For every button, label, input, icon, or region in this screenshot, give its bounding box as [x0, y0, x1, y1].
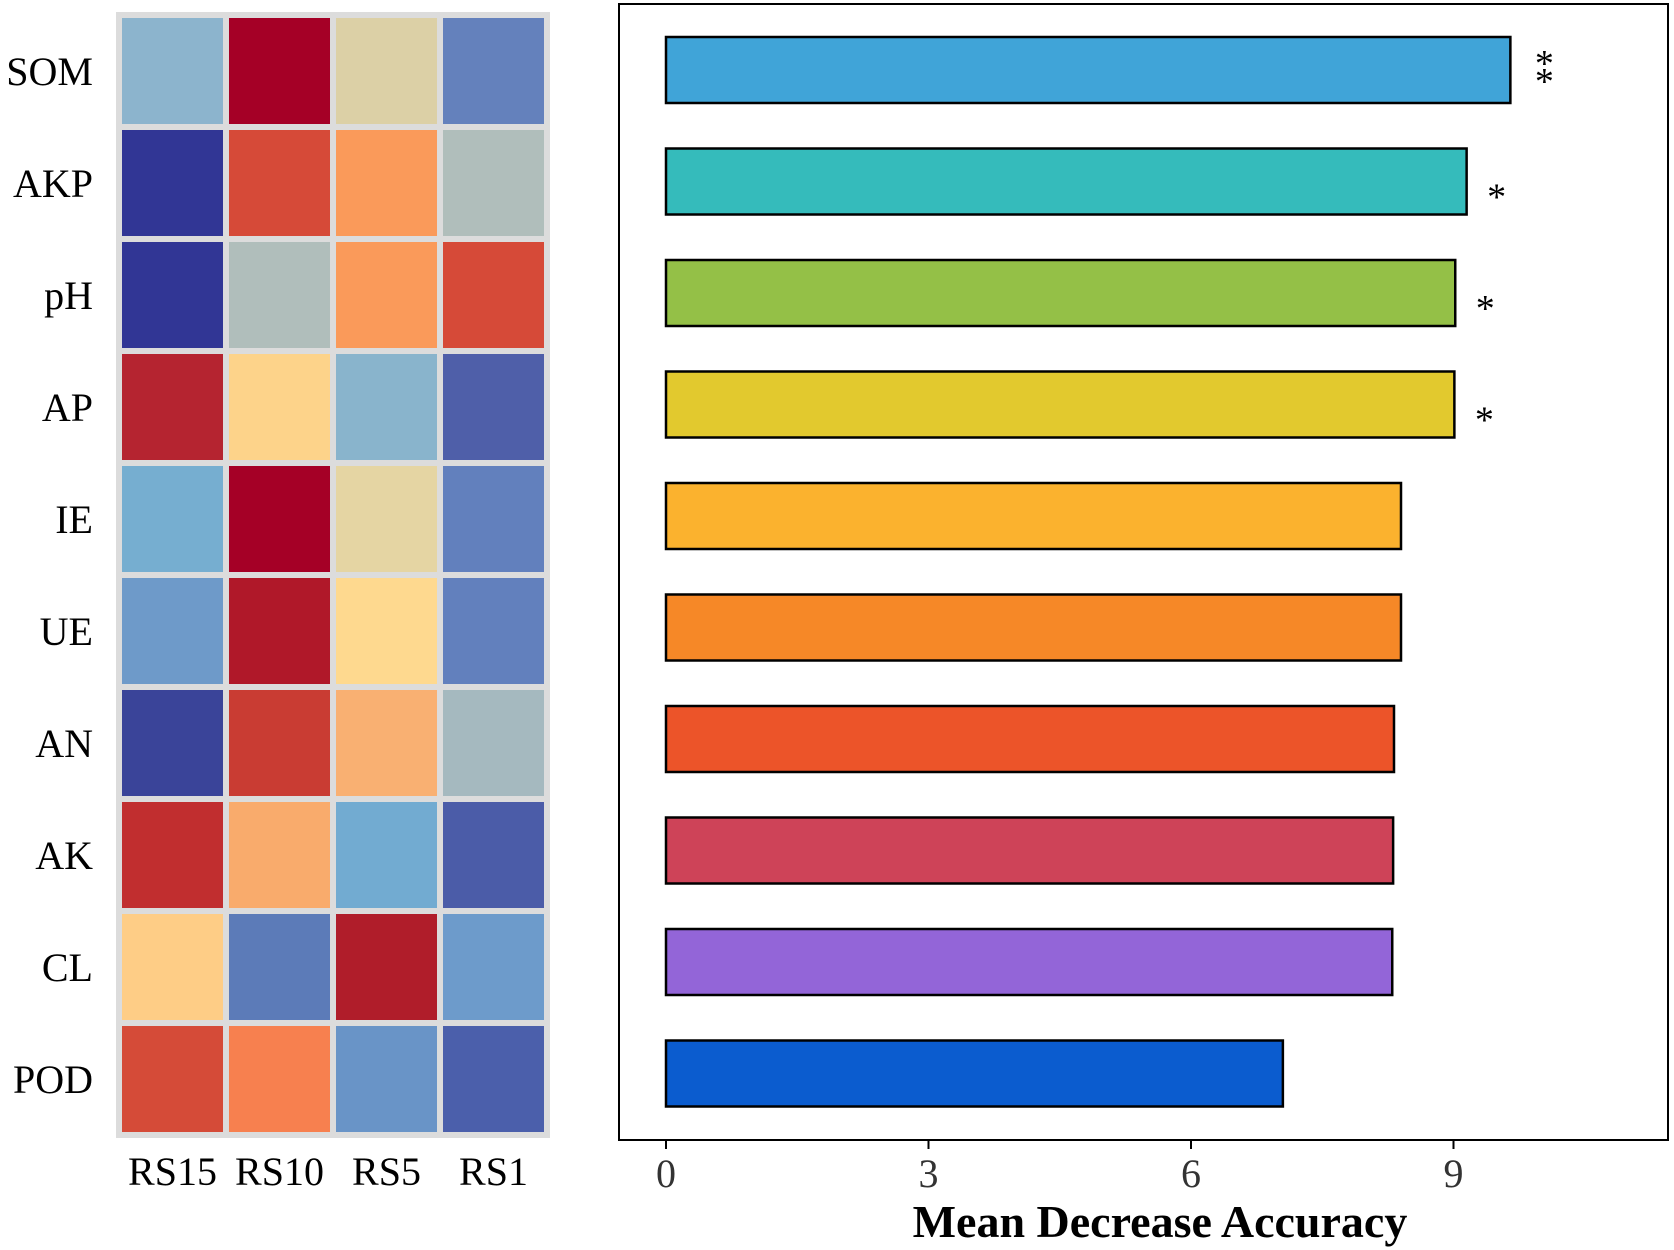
significance-marker: * — [1475, 400, 1494, 442]
heatmap-row-label: UE — [40, 609, 93, 654]
heatmap-cell — [336, 802, 437, 908]
bar-ap — [664, 370, 1456, 439]
bar-pod — [664, 1039, 1285, 1108]
heatmap-cell — [229, 690, 330, 796]
x-tick-label: 3 — [919, 1151, 939, 1196]
heatmap-row-label: POD — [13, 1057, 93, 1102]
heatmap-cell — [122, 802, 223, 908]
x-tick-label: 0 — [656, 1151, 676, 1196]
heatmap-cell — [443, 354, 544, 460]
heatmap-cell — [336, 466, 437, 572]
heatmap-row-label: CL — [42, 945, 93, 990]
heatmap-cell — [122, 578, 223, 684]
heatmap-cell — [336, 354, 437, 460]
bar-ph — [664, 258, 1457, 328]
bar-ak — [664, 816, 1395, 885]
heatmap-column-label: RS10 — [235, 1149, 324, 1194]
heatmap-cell — [229, 914, 330, 1020]
heatmap-cell — [443, 18, 544, 124]
heatmap-cell — [229, 466, 330, 572]
bar-som — [664, 35, 1512, 105]
x-tick-label: 6 — [1181, 1151, 1201, 1196]
heatmap-cell — [336, 1026, 437, 1132]
x-tick-label: 9 — [1444, 1151, 1464, 1196]
heatmap-cell — [229, 578, 330, 684]
heatmap-cell — [122, 354, 223, 460]
significance-marker: * — [1476, 288, 1495, 330]
heatmap-cell — [336, 578, 437, 684]
heatmap-cell — [122, 1026, 223, 1132]
heatmap-cell — [122, 914, 223, 1020]
heatmap-cell — [229, 1026, 330, 1132]
heatmap-cell — [122, 18, 223, 124]
heatmap-cell — [443, 1026, 544, 1132]
heatmap-cell — [122, 690, 223, 796]
heatmap-cell — [443, 242, 544, 348]
bar-ie — [664, 481, 1403, 551]
significance-marker: * — [1535, 61, 1554, 103]
heatmap: SOM AKP pH AP IE UE AN AK CL POD RS15 RS10 RS5 RS1 — [6, 12, 550, 1194]
heatmap-cell — [229, 242, 330, 348]
bar-cl — [664, 927, 1394, 997]
heatmap-cell — [443, 130, 544, 236]
heatmap-cell — [443, 690, 544, 796]
heatmap-row-label: AP — [42, 385, 93, 430]
heatmap-cell — [336, 690, 437, 796]
heatmap-cell — [336, 242, 437, 348]
significance-marker: * — [1535, 43, 1554, 85]
heatmap-cell — [122, 466, 223, 572]
significance-marker: * — [1487, 177, 1506, 219]
heatmap-cell — [122, 130, 223, 236]
heatmap-cell — [229, 18, 330, 124]
heatmap-cell — [229, 130, 330, 236]
heatmap-column-label: RS1 — [459, 1149, 528, 1194]
heatmap-cell — [443, 466, 544, 572]
heatmap-cell — [122, 242, 223, 348]
heatmap-row-label: pH — [44, 273, 93, 318]
heatmap-cell — [336, 914, 437, 1020]
heatmap-row-label: IE — [55, 497, 93, 542]
heatmap-cell — [229, 354, 330, 460]
heatmap-cell — [336, 18, 437, 124]
bar-an — [664, 704, 1396, 774]
heatmap-column-label: RS5 — [352, 1149, 421, 1194]
bar-akp — [664, 147, 1468, 216]
heatmap-cell — [336, 130, 437, 236]
heatmap-row-label: SOM — [6, 49, 93, 94]
heatmap-row-label: AN — [35, 721, 93, 766]
heatmap-cell — [443, 914, 544, 1020]
x-axis-title: Mean Decrease Accuracy — [913, 1196, 1408, 1247]
heatmap-row-label: AK — [35, 833, 93, 878]
heatmap-column-label: RS15 — [128, 1149, 217, 1194]
heatmap-cell — [443, 578, 544, 684]
heatmap-cell — [443, 802, 544, 908]
heatmap-row-label: AKP — [13, 161, 93, 206]
bar-ue — [664, 593, 1403, 662]
heatmap-cell — [229, 802, 330, 908]
